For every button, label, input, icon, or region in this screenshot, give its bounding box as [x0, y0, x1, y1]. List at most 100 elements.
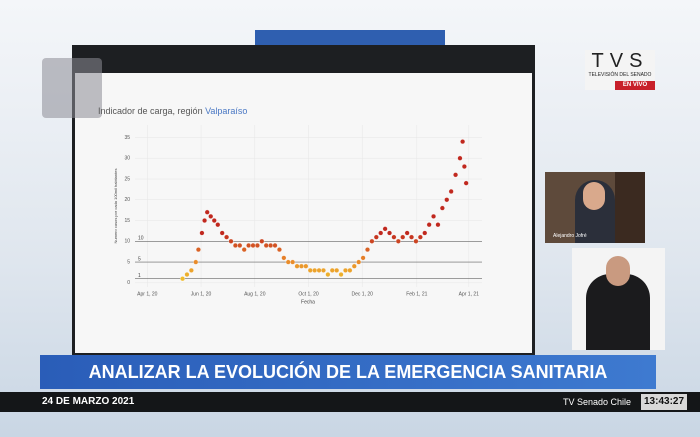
reference-label: 10 [138, 236, 144, 242]
point [208, 213, 214, 219]
banner: ANALIZAR LA EVOLUCIÓN DE LA EMERGENCIA S… [40, 355, 656, 389]
point [193, 259, 199, 265]
point [329, 267, 335, 273]
y-tick-label: 0 [127, 280, 130, 286]
y-axis-label: Numero casos por cada 100mil habitantes [113, 169, 118, 244]
point [307, 267, 313, 273]
point [453, 172, 459, 178]
bottom-bar: 24 DE MARZO 2021 TV Senado Chile 13:43:2… [0, 392, 700, 412]
reference-label: 1 [138, 273, 141, 279]
y-tick-label: 20 [124, 197, 130, 203]
point [395, 238, 401, 244]
point [246, 243, 252, 248]
point [365, 247, 370, 253]
point [439, 205, 445, 211]
point [188, 267, 194, 273]
bookshelf [615, 172, 645, 243]
signer [586, 274, 650, 350]
y-tick-label: 5 [127, 259, 130, 265]
point [281, 255, 287, 261]
live-badge: EN VIVO [615, 81, 655, 90]
title-highlight: Valparaíso [205, 106, 247, 116]
point [250, 243, 256, 248]
y-tick-label: 35 [124, 135, 130, 141]
point [312, 267, 318, 273]
reference-label: 5 [138, 256, 141, 262]
point [422, 230, 428, 236]
point [360, 255, 366, 261]
point [219, 230, 225, 236]
point [228, 238, 234, 244]
point [417, 234, 423, 240]
point [463, 180, 469, 186]
point [232, 243, 238, 248]
point [457, 155, 463, 161]
source: TV Senado Chile [563, 397, 632, 407]
x-tick-label: Jun 1, 20 [191, 291, 212, 297]
y-tick-label: 30 [124, 156, 130, 162]
point [276, 247, 282, 253]
clock: 13:43:27 [641, 394, 688, 410]
participant-name: Alejandro Jofré [553, 233, 587, 239]
x-axis-label: Fecha [301, 299, 315, 305]
logo: TVS [591, 50, 649, 72]
point [285, 259, 291, 265]
channel-name: TELEVISIÓN DEL SENADO [588, 72, 652, 78]
point [202, 218, 208, 223]
point [404, 230, 410, 236]
point [254, 243, 260, 248]
y-tick-label: 10 [124, 239, 130, 245]
point [263, 243, 269, 248]
point [215, 222, 221, 228]
x-tick-label: Aug 1, 20 [244, 291, 266, 297]
point [400, 234, 406, 240]
point [413, 238, 419, 244]
x-tick-label: Apr 1, 20 [137, 291, 158, 297]
point [180, 276, 186, 282]
blue-strip [255, 30, 445, 46]
point [409, 234, 414, 240]
point [426, 222, 432, 228]
point [294, 263, 300, 269]
banner-text: ANALIZAR LA EVOLUCIÓN DE LA EMERGENCIA S… [88, 362, 608, 382]
point [378, 230, 384, 236]
point [299, 263, 304, 269]
point [369, 238, 375, 244]
x-tick-label: Oct 1, 20 [298, 291, 319, 297]
point [259, 238, 265, 244]
point [448, 189, 454, 194]
point [444, 197, 450, 203]
interpreter [572, 248, 665, 350]
webcam: Alejandro Jofré [545, 172, 645, 243]
point [316, 267, 322, 273]
signer-face [606, 256, 630, 286]
title-text: Indicador de carga, región [98, 106, 205, 116]
point [387, 230, 392, 236]
point [435, 222, 441, 228]
point [224, 234, 230, 240]
point [325, 272, 331, 277]
point [303, 263, 309, 269]
chart-title: Indicador de carga, región Valparaíso [98, 106, 247, 116]
point [290, 259, 296, 265]
point [204, 209, 210, 215]
x-tick-label: Feb 1, 21 [406, 291, 427, 297]
point [351, 263, 357, 269]
point [343, 267, 348, 273]
point [268, 243, 274, 248]
point [431, 213, 437, 219]
point [237, 243, 243, 248]
point [211, 218, 217, 223]
slide-logo [42, 58, 102, 118]
y-tick-label: 25 [124, 176, 130, 182]
logo-box: TVS TELEVISIÓN DEL SENADO EN VIVO [585, 50, 655, 90]
point [184, 272, 190, 277]
point [195, 247, 201, 253]
point [199, 230, 205, 236]
point [460, 139, 466, 145]
point [272, 243, 278, 248]
point [382, 226, 388, 232]
point [321, 267, 326, 273]
x-tick-label: Apr 1, 21 [459, 291, 480, 297]
